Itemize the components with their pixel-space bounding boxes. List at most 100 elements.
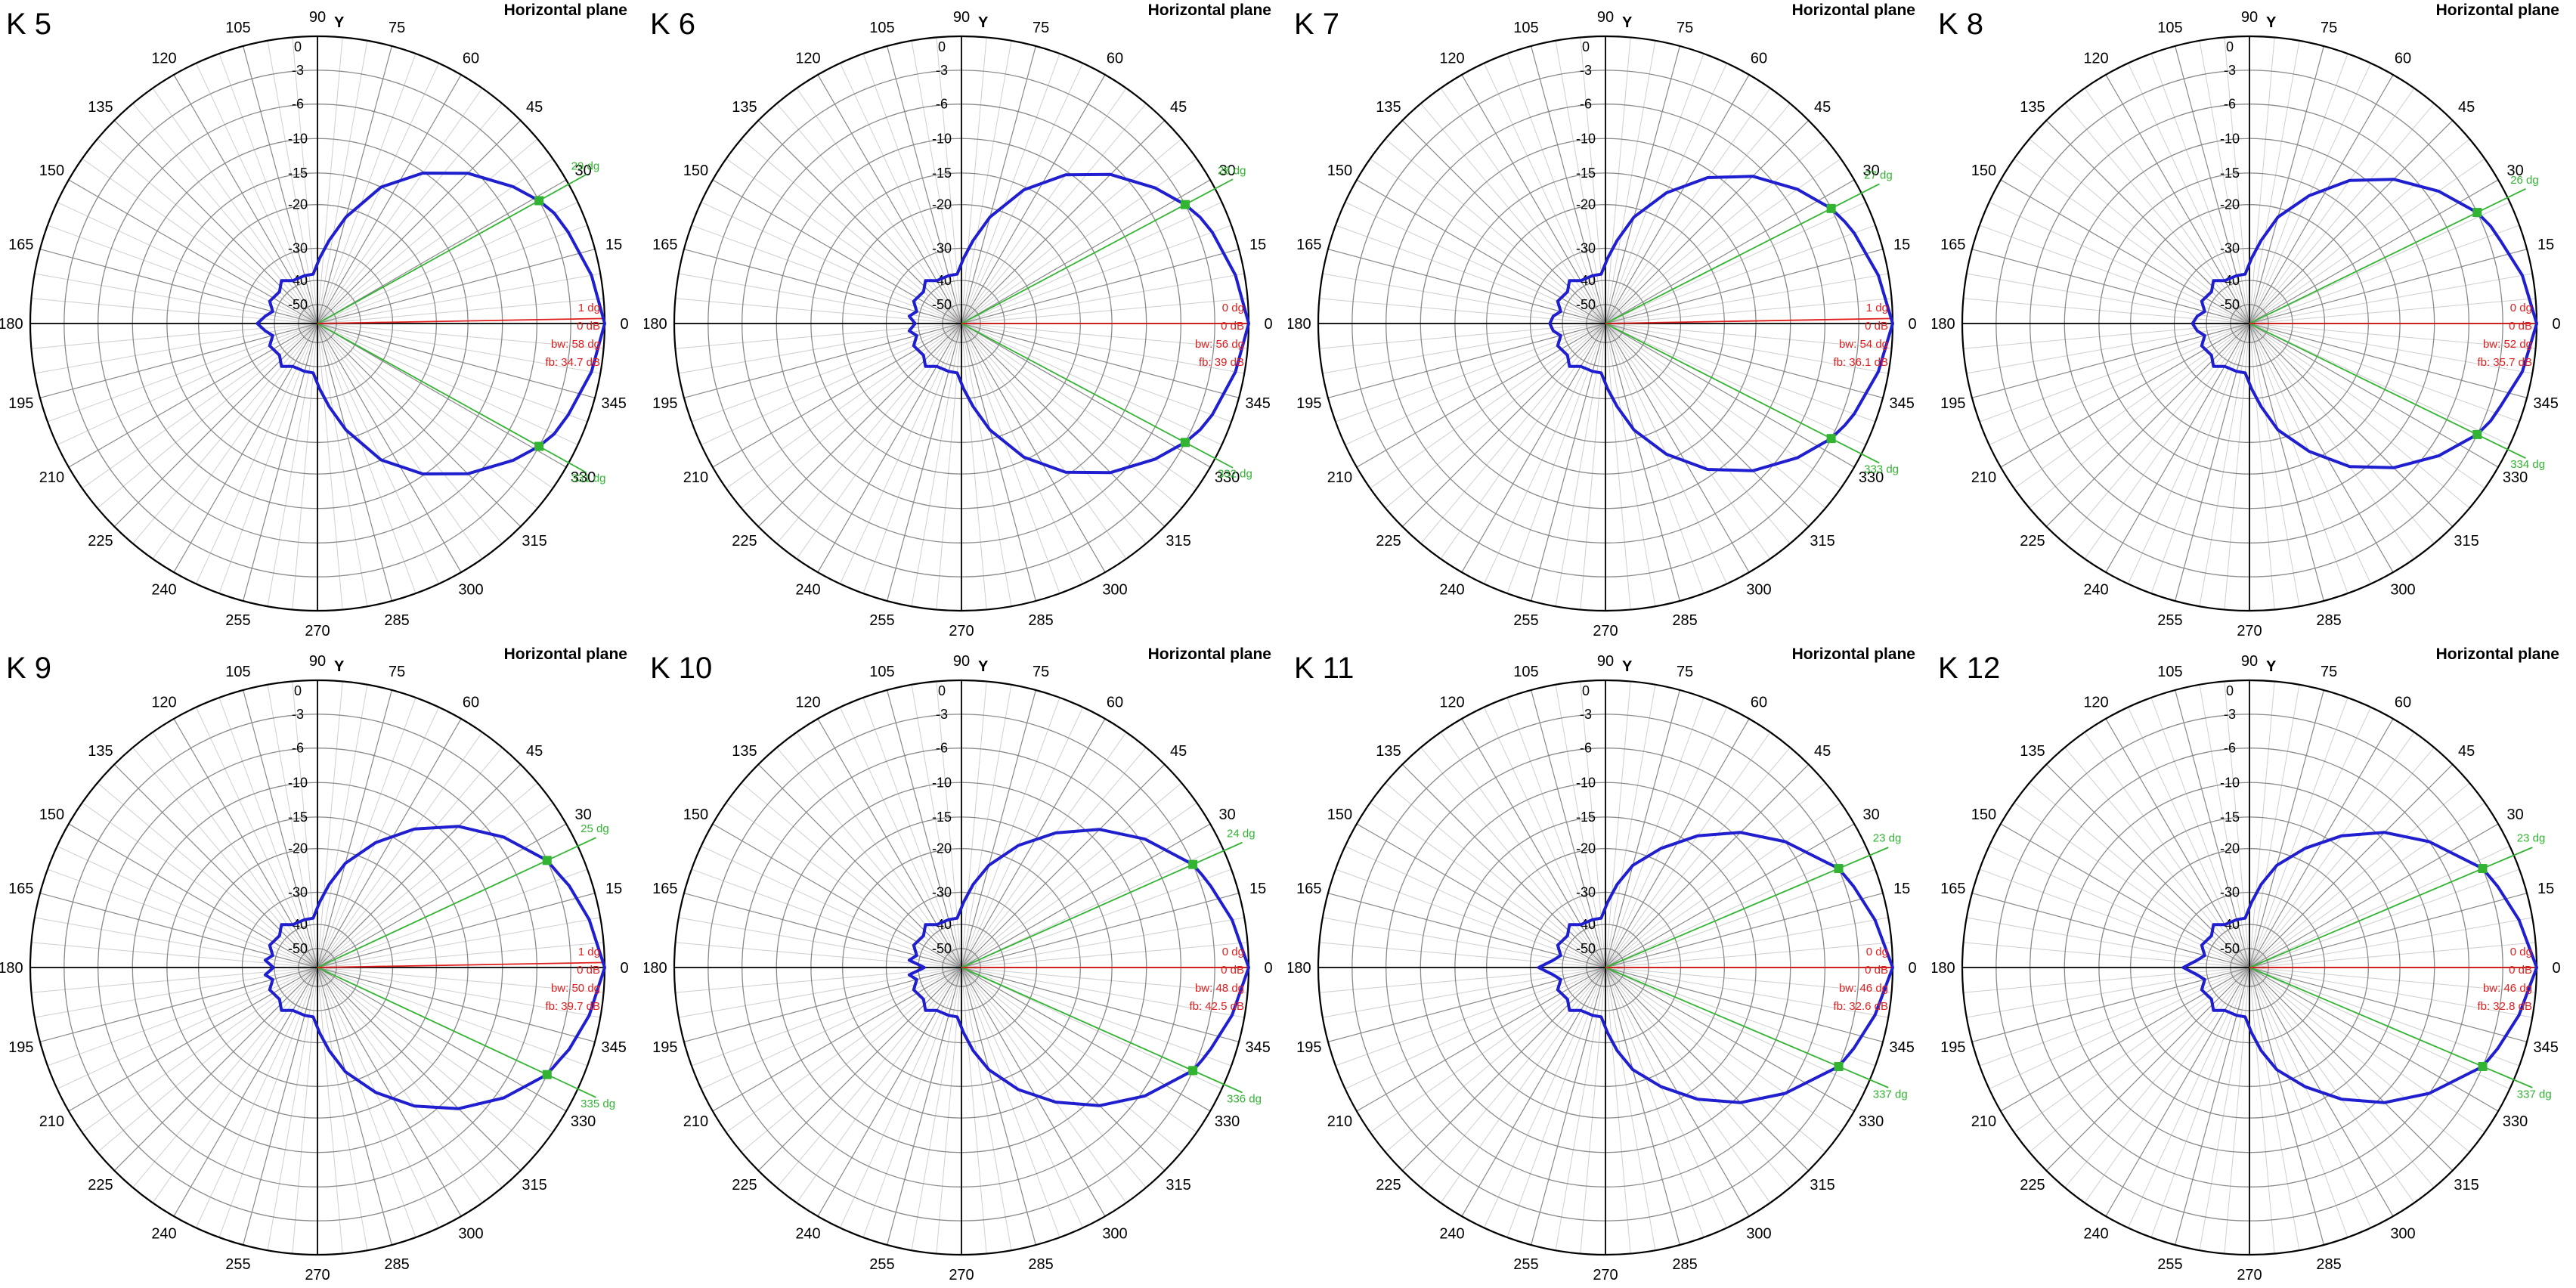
grid-spoke — [712, 967, 962, 1112]
radial-tick-label: -15 — [2220, 810, 2240, 825]
angle-tick-label: 225 — [1376, 533, 1401, 550]
grid-spoke-minor — [2249, 37, 2275, 324]
beamwidth-label: 25 dg — [581, 822, 609, 835]
beamwidth-marker — [1826, 434, 1836, 444]
grid-spoke-minor — [678, 323, 962, 374]
grid-spoke-minor — [1605, 967, 1728, 1228]
grid-spoke-minor — [701, 323, 962, 446]
grid-spoke — [1531, 689, 1606, 968]
grid-spoke-minor — [1605, 967, 1892, 993]
grid-spoke — [961, 763, 1166, 968]
grid-spoke-minor — [961, 967, 1012, 1251]
radial-tick-label: -15 — [932, 166, 952, 181]
grid-spoke — [2249, 967, 2528, 1042]
beamwidth-marker — [542, 856, 552, 865]
grid-spoke-minor — [1966, 273, 2250, 324]
grid-spoke-minor — [317, 697, 416, 968]
grid-spoke-minor — [317, 63, 440, 324]
grid-spoke-minor — [961, 732, 1127, 968]
angle-tick-label: 15 — [2537, 881, 2554, 897]
radial-tick-label: -6 — [1580, 741, 1592, 756]
grid-spoke — [173, 323, 318, 573]
angle-tick-label: 60 — [2395, 694, 2411, 711]
angle-tick-label: 45 — [2458, 99, 2475, 116]
grid-spoke-minor — [961, 323, 1182, 509]
grid-spoke-minor — [2249, 917, 2533, 968]
angle-tick-label: 165 — [1296, 237, 1321, 253]
angle-tick-label: 30 — [1862, 807, 1879, 823]
grid-spoke-minor — [317, 323, 538, 509]
grid-spoke-minor — [1605, 53, 1704, 324]
radial-tick-label: 0 — [294, 39, 302, 54]
grid-spoke-minor — [97, 782, 318, 968]
grid-spoke — [961, 249, 1240, 324]
grid-spoke-minor — [961, 323, 1232, 423]
grid-spoke-minor — [961, 201, 1222, 324]
radial-tick-label: -6 — [1580, 97, 1592, 112]
angle-tick-label: 315 — [1810, 1177, 1834, 1194]
angle-tick-label: 60 — [463, 50, 479, 67]
angle-tick-label: 240 — [1439, 1226, 1464, 1243]
angle-tick-label: 345 — [1245, 1039, 1270, 1056]
angle-tick-label: 270 — [2237, 1267, 2262, 1283]
grid-spoke-minor — [1580, 967, 1606, 1254]
angle-tick-label: 225 — [1376, 1177, 1401, 1194]
grid-spoke-minor — [1605, 323, 1771, 559]
beamwidth-line — [1605, 183, 1880, 324]
angle-tick-label: 135 — [88, 743, 113, 760]
grid-spoke-minor — [317, 323, 483, 559]
radial-tick-label: 0 — [2226, 39, 2234, 54]
grid-spoke — [2045, 763, 2250, 968]
axis-label: Y — [1622, 14, 1633, 31]
grid-spoke-minor — [1605, 967, 1826, 1153]
angle-tick-label: 225 — [732, 1177, 757, 1194]
grid-spoke — [1356, 179, 1606, 324]
grid-spoke-minor — [2029, 323, 2250, 509]
grid-spoke-minor — [317, 942, 604, 968]
angle-tick-label: 270 — [305, 623, 330, 639]
axis-label: Y — [334, 658, 345, 675]
grid-spoke-minor — [1370, 802, 1606, 968]
grid-spoke — [1605, 967, 1810, 1172]
angle-tick-label: 240 — [151, 582, 176, 599]
grid-spoke-minor — [82, 323, 318, 489]
angle-tick-label: 300 — [2390, 1226, 2415, 1243]
grid-spoke-minor — [936, 967, 962, 1254]
radial-tick-label: -6 — [936, 97, 948, 112]
grid-spoke-minor — [741, 782, 962, 968]
grid-spoke — [317, 323, 462, 573]
grid-spoke-minor — [961, 323, 1012, 607]
angle-tick-label: 285 — [384, 612, 409, 629]
angle-tick-label: 90 — [2241, 9, 2258, 26]
grid-spoke — [757, 119, 962, 324]
grid-spoke-minor — [82, 967, 318, 1133]
grid-spoke-minor — [2249, 323, 2372, 584]
grid-spoke-minor — [2249, 697, 2348, 968]
grid-spoke-minor — [961, 63, 1084, 324]
beamwidth-marker — [1180, 200, 1190, 209]
grid-spoke — [1605, 323, 1680, 602]
grid-spoke-minor — [34, 917, 318, 968]
grid-spoke-minor — [317, 88, 483, 324]
beamwidth-marker — [2478, 864, 2488, 874]
angle-tick-label: 30 — [574, 163, 591, 179]
grid-spoke-minor — [726, 967, 962, 1133]
angle-tick-label: 330 — [1859, 1113, 1884, 1130]
grid-spoke-minor — [317, 684, 368, 968]
grid-spoke-minor — [2014, 967, 2250, 1133]
angle-tick-label: 135 — [1376, 743, 1401, 760]
grid-spoke-minor — [1605, 323, 1704, 594]
grid-spoke — [173, 74, 318, 324]
grid-spoke-minor — [701, 201, 962, 324]
angle-tick-label: 90 — [309, 653, 326, 670]
grid-spoke-minor — [152, 732, 318, 968]
radial-tick-label: -20 — [1576, 197, 1596, 212]
grid-spoke-minor — [2249, 40, 2300, 324]
grid-spoke-minor — [1605, 88, 1771, 324]
grid-spoke-minor — [34, 273, 318, 324]
grid-spoke-minor — [2249, 323, 2533, 374]
grid-spoke — [1605, 967, 1680, 1246]
grid-spoke-minor — [741, 967, 962, 1153]
grid-spoke — [961, 823, 1211, 968]
